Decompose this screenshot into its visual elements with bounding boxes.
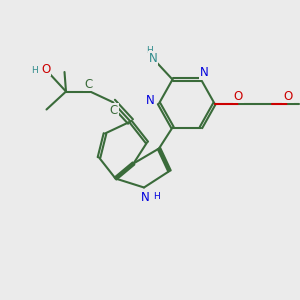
Text: N: N — [141, 190, 150, 204]
Text: H: H — [146, 46, 153, 55]
Text: N: N — [148, 52, 158, 65]
Text: N: N — [200, 66, 208, 80]
Text: N: N — [146, 94, 155, 107]
Text: O: O — [41, 62, 50, 76]
Text: C: C — [84, 77, 93, 91]
Text: H: H — [153, 192, 159, 201]
Text: C: C — [110, 104, 118, 117]
Text: O: O — [284, 89, 292, 103]
Text: O: O — [234, 89, 243, 103]
Text: H: H — [31, 66, 38, 75]
